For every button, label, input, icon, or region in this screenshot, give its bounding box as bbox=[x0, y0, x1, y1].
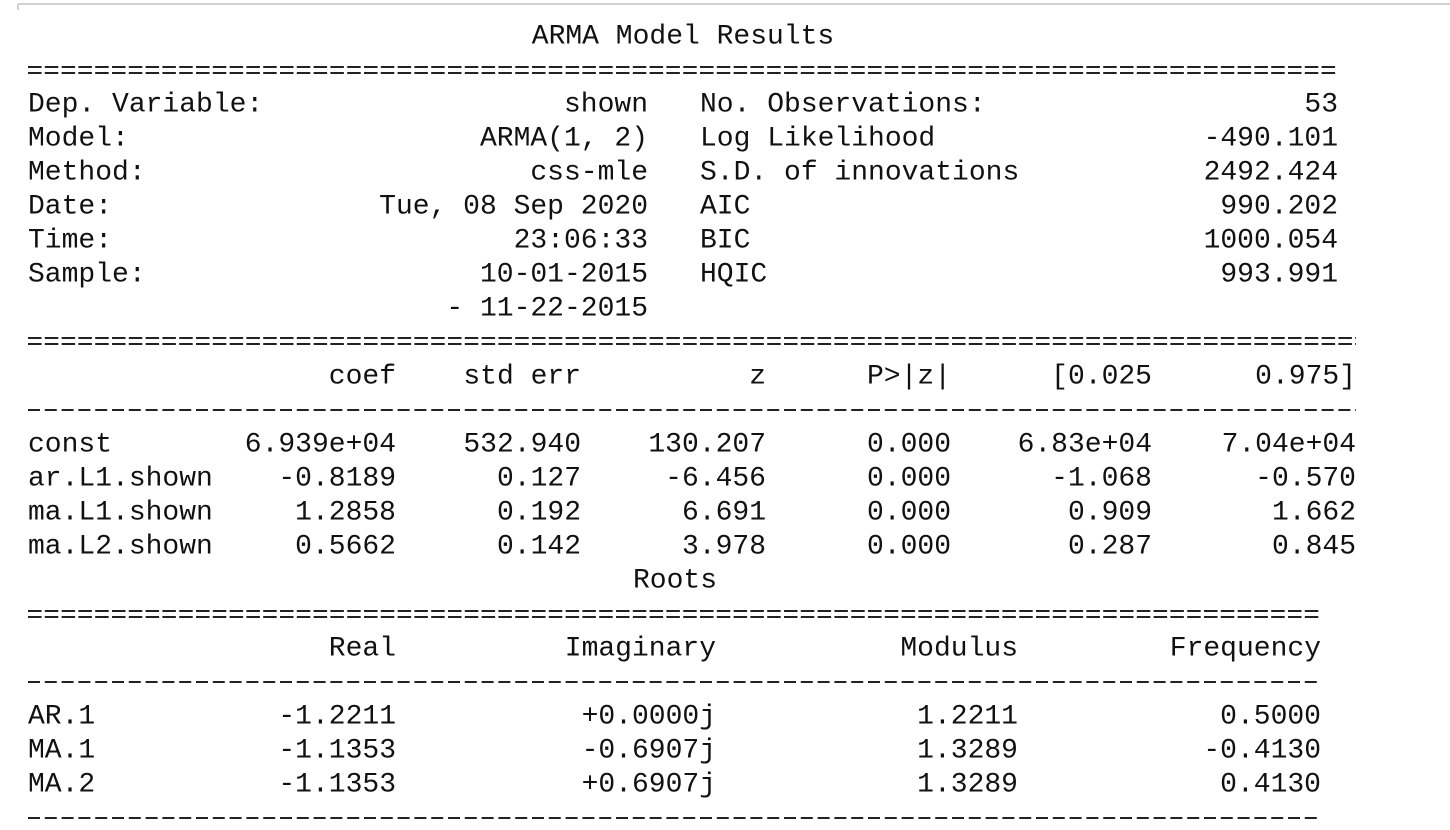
info-label: AIC bbox=[700, 191, 750, 222]
column-header: Imaginary bbox=[565, 633, 716, 664]
cell: 0.000 bbox=[867, 497, 951, 528]
cell: 0.909 bbox=[1068, 497, 1152, 528]
info-label: Method: bbox=[28, 157, 146, 188]
cell: 3.978 bbox=[682, 531, 766, 562]
cell: 0.000 bbox=[867, 463, 951, 494]
cell: +0.6907j bbox=[582, 769, 716, 800]
cell: 6.83e+04 bbox=[1018, 429, 1152, 460]
cell: -0.8189 bbox=[278, 463, 396, 494]
cell: -1.1353 bbox=[278, 735, 396, 766]
cell: -1.2211 bbox=[278, 701, 396, 732]
cell: -0.4130 bbox=[1203, 735, 1321, 766]
cell: +0.0000j bbox=[582, 701, 716, 732]
row-label: MA.2 bbox=[28, 769, 95, 800]
info-label: Time: bbox=[28, 225, 112, 256]
cell: 1.3289 bbox=[917, 769, 1018, 800]
info-value: 993.991 bbox=[1220, 259, 1338, 290]
info-label: Sample: bbox=[28, 259, 146, 290]
info-label: No. Observations: bbox=[700, 89, 986, 120]
column-header: [0.025 bbox=[1051, 361, 1152, 392]
cell: 1.2858 bbox=[295, 497, 396, 528]
cell: 6.691 bbox=[682, 497, 766, 528]
info-value: 1000.054 bbox=[1204, 225, 1338, 256]
cell: 0.5662 bbox=[295, 531, 396, 562]
column-header: Modulus bbox=[900, 633, 1018, 664]
cell: -6.456 bbox=[665, 463, 766, 494]
row-label: ma.L2.shown bbox=[28, 531, 213, 562]
cell: 0.287 bbox=[1068, 531, 1152, 562]
summary-title: ARMA Model Results bbox=[532, 21, 834, 52]
column-header: P>|z| bbox=[867, 361, 951, 392]
info-value: 990.202 bbox=[1220, 191, 1338, 222]
cell: 0.142 bbox=[497, 531, 581, 562]
separator bbox=[28, 66, 1356, 819]
cell: 130.207 bbox=[648, 429, 766, 460]
cell: 6.939e+04 bbox=[245, 429, 396, 460]
cell: 532.940 bbox=[463, 429, 581, 460]
cell: -0.6907j bbox=[582, 735, 716, 766]
cell: 0.000 bbox=[867, 531, 951, 562]
info-value: - 11-22-2015 bbox=[446, 293, 648, 324]
info-value: Tue, 08 Sep 2020 bbox=[379, 191, 648, 222]
cell: 0.000 bbox=[867, 429, 951, 460]
column-header: Real bbox=[329, 633, 396, 664]
column-header: z bbox=[749, 361, 766, 392]
cell: 0.845 bbox=[1272, 531, 1356, 562]
info-value: 2492.424 bbox=[1204, 157, 1338, 188]
cell: 1.3289 bbox=[917, 735, 1018, 766]
column-header: std err bbox=[463, 361, 581, 392]
column-header: Frequency bbox=[1170, 633, 1321, 664]
info-value: 53 bbox=[1304, 89, 1338, 120]
row-label: ma.L1.shown bbox=[28, 497, 213, 528]
info-label: Date: bbox=[28, 191, 112, 222]
cell: 0.5000 bbox=[1220, 701, 1321, 732]
roots-title: Roots bbox=[633, 565, 717, 596]
cell: 1.662 bbox=[1272, 497, 1356, 528]
cell: -1.068 bbox=[1051, 463, 1152, 494]
cell: 0.127 bbox=[497, 463, 581, 494]
cell: 1.2211 bbox=[917, 701, 1018, 732]
info-value: 23:06:33 bbox=[514, 225, 648, 256]
info-value: -490.101 bbox=[1204, 123, 1338, 154]
info-label: S.D. of innovations bbox=[700, 157, 1019, 188]
row-label: AR.1 bbox=[28, 701, 95, 732]
info-value: ARMA(1, 2) bbox=[480, 123, 648, 154]
info-value: css-mle bbox=[530, 157, 648, 188]
info-value: 10-01-2015 bbox=[480, 259, 648, 290]
cell: 0.4130 bbox=[1220, 769, 1321, 800]
column-header: 0.975] bbox=[1255, 361, 1356, 392]
row-label: const bbox=[28, 429, 112, 460]
row-label: ar.L1.shown bbox=[28, 463, 213, 494]
column-header: coef bbox=[329, 361, 396, 392]
info-label: BIC bbox=[700, 225, 750, 256]
info-label: Dep. Variable: bbox=[28, 89, 263, 120]
info-label: Model: bbox=[28, 123, 129, 154]
cell: 0.192 bbox=[497, 497, 581, 528]
info-label: Log Likelihood bbox=[700, 123, 935, 154]
cell: -1.1353 bbox=[278, 769, 396, 800]
info-label: HQIC bbox=[700, 259, 767, 290]
info-value: shown bbox=[564, 89, 648, 120]
cell: 7.04e+04 bbox=[1222, 429, 1356, 460]
row-label: MA.1 bbox=[28, 735, 95, 766]
cell: -0.570 bbox=[1255, 463, 1356, 494]
